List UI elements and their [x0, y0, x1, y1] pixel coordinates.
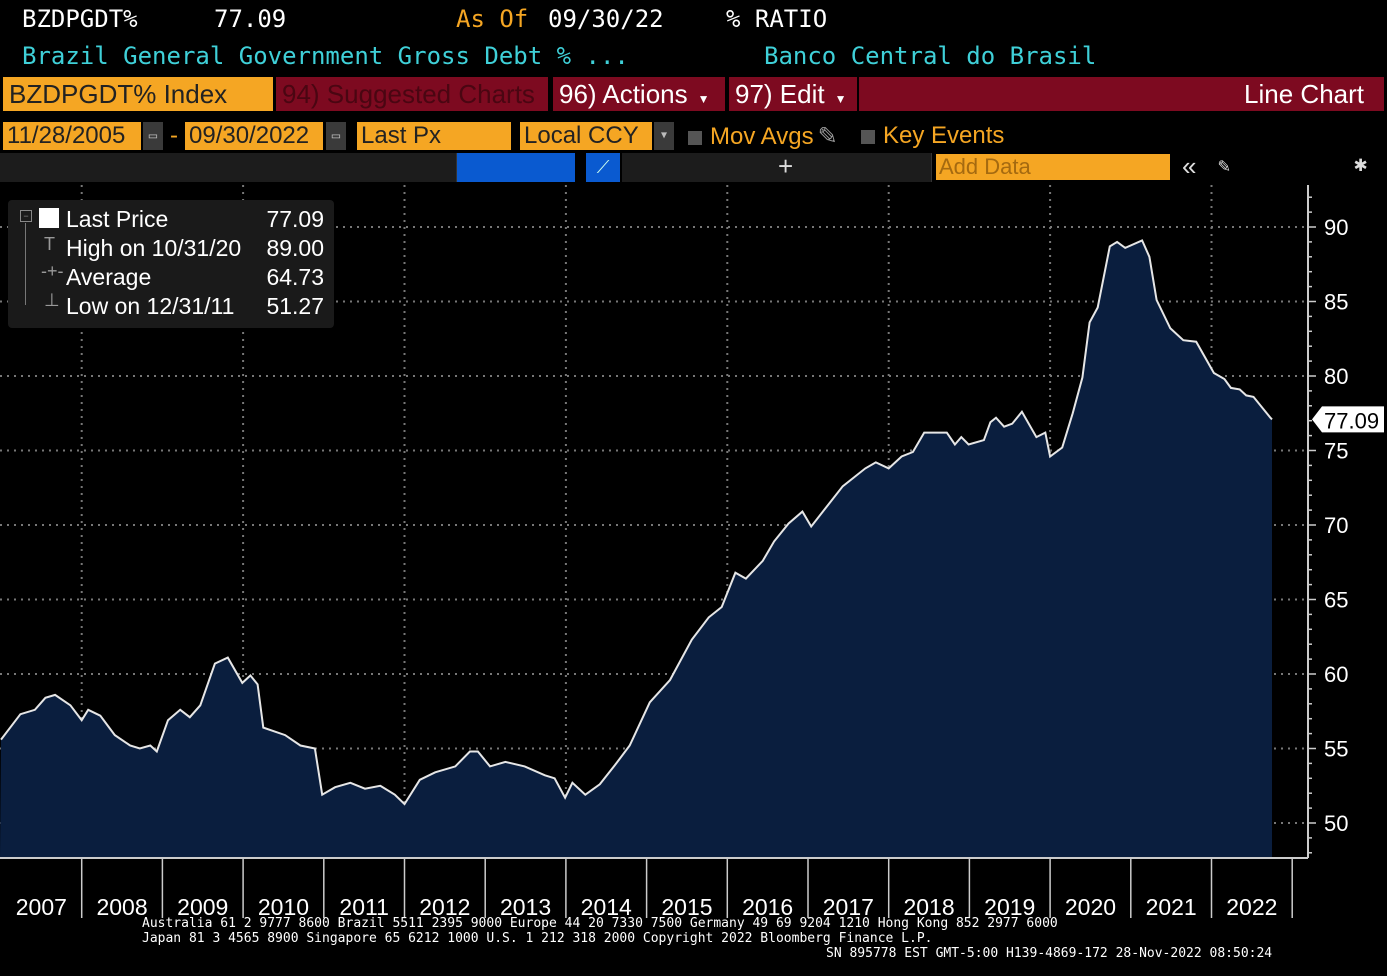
y-tick-label: 80	[1324, 364, 1348, 389]
legend-value: 89.00	[266, 235, 324, 261]
legend-value: 64.73	[266, 264, 324, 290]
checkbox[interactable]	[861, 129, 875, 144]
x-tick-label: 2017	[823, 894, 874, 920]
date-range-dash: -	[170, 122, 178, 149]
x-tick-label: 2019	[984, 894, 1035, 920]
legend-row-average: Average 64.73	[66, 263, 324, 291]
footer-contacts-2: Japan 81 3 4565 8900 Singapore 65 6212 1…	[142, 931, 933, 946]
legend-panel: − T -+- ⊥ Last Price 77.09 High on 10/31/…	[8, 200, 334, 328]
mov-avgs-toggle[interactable]: Mov Avgs ✎	[688, 122, 838, 151]
y-tick-label: 85	[1324, 290, 1348, 315]
gear-icon[interactable]: ✱	[1354, 152, 1368, 177]
legend-row-last-price: Last Price 77.09	[66, 205, 324, 233]
active-tool-button[interactable]	[457, 153, 575, 182]
edit-menu[interactable]: 97) Edit ▼	[729, 77, 857, 111]
as-of-label: As Of	[456, 5, 529, 33]
legend-row-high: High on 10/31/20 89.00	[66, 234, 324, 262]
toolbar-spacer	[622, 153, 932, 182]
chart-type-button[interactable]: Line Chart	[859, 77, 1384, 111]
x-tick-label: 2011	[339, 894, 388, 920]
x-tick-label: 2008	[96, 894, 147, 920]
pencil-icon[interactable]: ✎	[1218, 153, 1231, 177]
end-date-input[interactable]: 09/30/2022	[185, 122, 323, 150]
line-chart-icon[interactable]: ⟋	[586, 153, 620, 182]
legend-label: Last Price	[66, 206, 169, 232]
mov-avgs-label: Mov Avgs	[710, 123, 814, 150]
x-tick-label: 2010	[258, 894, 309, 920]
average-marker-icon: -+-	[41, 261, 64, 281]
annotation-toolbar	[0, 153, 457, 182]
ticker: BZDPGDT%	[22, 5, 138, 33]
y-tick-label: 75	[1324, 439, 1348, 464]
security-input[interactable]: BZDPGDT% Index	[3, 77, 273, 111]
actions-menu[interactable]: 96) Actions ▼	[553, 77, 725, 111]
footer-session: SN 895778 EST GMT-5:00 H139-4869-172 28-…	[826, 946, 1273, 961]
calendar-icon[interactable]: ▭	[326, 122, 346, 150]
key-events-toggle[interactable]: Key Events	[861, 122, 1004, 150]
key-events-label: Key Events	[883, 122, 1005, 149]
y-tick-label: 60	[1324, 662, 1348, 687]
x-tick-label: 2007	[16, 894, 67, 920]
start-date-input[interactable]: 11/28/2005	[3, 122, 141, 150]
x-tick-label: 2021	[1146, 894, 1197, 920]
y-tick-label: 70	[1324, 513, 1348, 538]
legend-value: 77.09	[266, 206, 324, 232]
legend-row-low: Low on 12/31/11 51.27	[66, 292, 324, 320]
as-of-date: 09/30/22	[548, 5, 664, 33]
collapse-legend-icon[interactable]: −	[20, 210, 32, 222]
collapse-icon[interactable]: «	[1182, 151, 1197, 181]
legend-value: 51.27	[266, 293, 324, 319]
security-description: Brazil General Government Gross Debt % .…	[22, 42, 629, 70]
y-tick-label: 90	[1324, 215, 1348, 240]
data-source: Banco Central do Brasil	[764, 42, 1097, 70]
edit-label: 97) Edit	[735, 79, 825, 109]
last-value: 77.09	[214, 5, 287, 33]
footer-contacts-1: Australia 61 2 9777 8600 Brazil 5511 239…	[142, 916, 1058, 931]
last-value-tag	[1312, 406, 1384, 433]
y-tick-label: 55	[1324, 737, 1348, 762]
x-tick-label: 2022	[1226, 894, 1277, 920]
x-tick-label: 2009	[177, 894, 228, 920]
chevron-down-icon[interactable]: ▼	[654, 122, 674, 150]
suggested-charts-button[interactable]: 94) Suggested Charts	[276, 77, 548, 111]
x-tick-label: 2012	[419, 894, 470, 920]
field-selector[interactable]: Last Px	[357, 122, 511, 150]
x-tick-label: 2014	[581, 894, 632, 920]
legend-label: High on 10/31/20	[66, 235, 242, 261]
legend-label: Low on 12/31/11	[66, 293, 235, 319]
chevron-down-icon: ▼	[697, 92, 710, 106]
legend-label: Average	[66, 264, 152, 290]
y-tick-label: 65	[1324, 588, 1348, 613]
chevron-down-icon: ▼	[834, 92, 847, 106]
low-marker-icon: ⊥	[44, 290, 60, 310]
add-data-input[interactable]: Add Data	[936, 154, 1170, 180]
actions-label: 96) Actions	[559, 79, 688, 109]
legend-tree-line	[25, 223, 33, 305]
unit-label: % RATIO	[726, 5, 828, 33]
price-line	[0, 239, 1273, 806]
x-tick-label: 2013	[500, 894, 551, 920]
calendar-icon[interactable]: ▭	[143, 122, 163, 150]
x-tick-label: 2015	[661, 894, 712, 920]
x-tick-label: 2016	[742, 894, 793, 920]
currency-select[interactable]: Local CCY	[520, 122, 652, 150]
x-tick-label: 2020	[1065, 894, 1116, 920]
pencil-icon[interactable]: ✎	[817, 123, 838, 150]
plus-icon[interactable]: +	[778, 151, 794, 181]
area-fill	[0, 240, 1273, 858]
legend-swatch	[39, 208, 59, 228]
x-tick-label: 2018	[903, 894, 954, 920]
high-marker-icon: T	[44, 234, 55, 254]
checkbox[interactable]	[688, 130, 702, 145]
last-value-label: 77.09	[1324, 408, 1379, 433]
y-tick-label: 50	[1324, 811, 1348, 836]
